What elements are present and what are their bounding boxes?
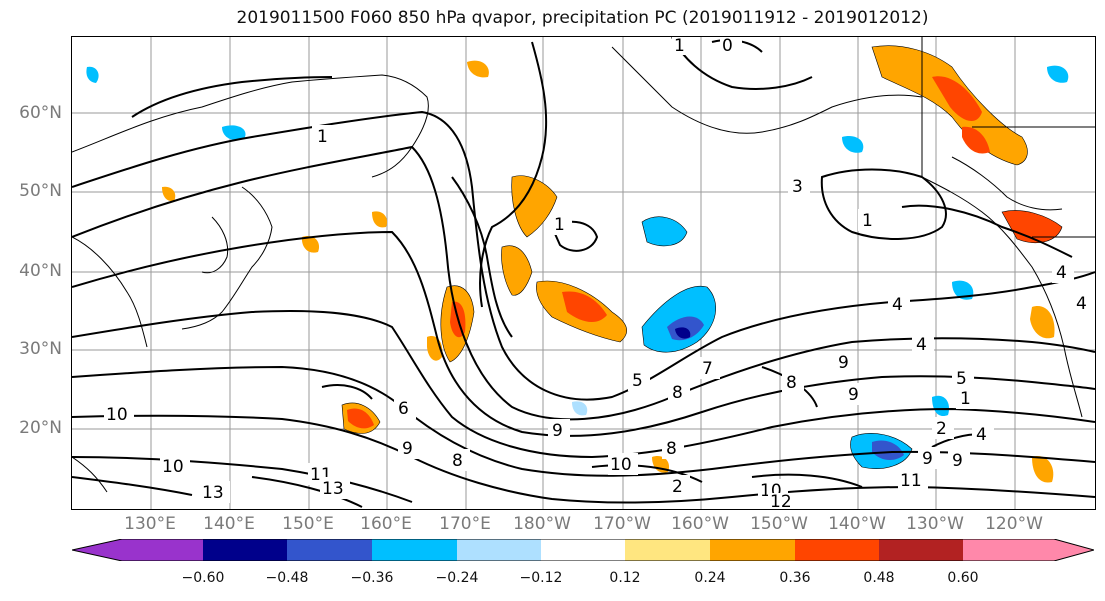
contour-label: 4 [916, 335, 927, 355]
contour-label: 12 [770, 492, 792, 509]
colorbar-segment [625, 539, 710, 561]
lon-label-160e: 160°E [360, 514, 412, 534]
colorbar-tick-label: −0.36 [350, 570, 394, 586]
colorbar-segment [963, 539, 1094, 561]
lat-label-60n: 60°N [19, 103, 62, 123]
lon-label-170e: 170°E [439, 514, 491, 534]
lat-label-20n: 20°N [19, 418, 62, 438]
contour-label: 13 [322, 479, 344, 499]
contour-label: 8 [666, 439, 677, 459]
colorbar-tick-label: −0.24 [435, 570, 479, 586]
contour-label: 5 [956, 369, 967, 389]
contour-label: 9 [552, 421, 563, 441]
contour-label: 1 [960, 389, 971, 409]
contour-label: 9 [848, 385, 859, 405]
contour-label: 7 [702, 359, 713, 379]
lon-label-140e: 140°E [203, 514, 255, 534]
colorbar-tick-label: −0.48 [265, 570, 309, 586]
contour-label: 3 [792, 177, 803, 197]
lon-label-130w: 130°W [906, 514, 964, 534]
colorbar-segment [203, 539, 287, 561]
colorbar-segment [795, 539, 879, 561]
contour-label: 9 [922, 449, 933, 469]
contour-label: 9 [402, 439, 413, 459]
contour-label: 8 [452, 451, 463, 471]
precip-negative-shading [86, 65, 1069, 469]
contour-label: 9 [838, 353, 849, 373]
colorbar-tick-label: 0.12 [609, 570, 641, 586]
lat-label-40n: 40°N [19, 261, 62, 281]
colorbar-tick-label: 0.24 [694, 570, 726, 586]
contour-label-group: 1 1 0 1 1 3 4 4 4 4 4 9 9 9 9 8 8 8 7 [104, 37, 1094, 509]
colorbar-segment [710, 539, 795, 561]
lon-label-180w: 180°W [513, 514, 571, 534]
contour-label: 1 [674, 37, 685, 56]
contour-label: 10 [610, 455, 632, 475]
contour-label: 10 [162, 457, 184, 477]
coastlines [72, 37, 1095, 493]
colorbar-segment [72, 539, 203, 561]
contour-label: 1 [862, 211, 873, 231]
colorbar-segment [372, 539, 457, 561]
graticule [72, 37, 1095, 509]
contour-label: 8 [786, 373, 797, 393]
contour-label: 9 [952, 451, 963, 471]
precip-positive-shading [162, 45, 1063, 483]
contour-label: 10 [106, 405, 128, 425]
map-title: 2019011500 F060 850 hPa qvapor, precipit… [236, 8, 929, 28]
colorbar-tick-label: 0.48 [863, 570, 895, 586]
lat-label-50n: 50°N [19, 181, 62, 201]
map-canvas: 1 1 0 1 1 3 4 4 4 4 4 9 9 9 9 8 8 8 7 [72, 37, 1095, 509]
contour-label: 1 [317, 127, 328, 147]
contour-label: 4 [1056, 263, 1067, 283]
lon-label-170w: 170°W [593, 514, 651, 534]
colorbar [72, 539, 1094, 561]
lon-label-150e: 150°E [282, 514, 334, 534]
contour-label: 0 [722, 37, 733, 56]
contour-label: 2 [672, 477, 683, 497]
colorbar-segment [287, 539, 372, 561]
colorbar-tick-label: −0.60 [181, 570, 225, 586]
contour-label: 1 [554, 215, 565, 235]
contour-label: 4 [976, 425, 987, 445]
colorbar-tick-label: −0.12 [519, 570, 563, 586]
colorbar-segment [879, 539, 963, 561]
contour-label: 8 [672, 383, 683, 403]
colorbar-tick-label: 0.36 [779, 570, 811, 586]
contour-label: 5 [632, 371, 643, 391]
contour-label: 2 [936, 419, 947, 439]
colorbar-tick-label: 0.60 [947, 570, 979, 586]
lon-label-160w: 160°W [671, 514, 729, 534]
lat-label-30n: 30°N [19, 339, 62, 359]
contour-label: 4 [1076, 294, 1087, 314]
colorbar-segment [541, 539, 625, 561]
map-panel: 1 1 0 1 1 3 4 4 4 4 4 9 9 9 9 8 8 8 7 [71, 36, 1096, 510]
lon-label-140w: 140°W [828, 514, 886, 534]
lon-label-130e: 130°E [124, 514, 176, 534]
lon-label-150w: 150°W [750, 514, 808, 534]
contour-label: 11 [900, 471, 922, 491]
contour-label: 4 [892, 295, 903, 315]
contour-label: 13 [202, 483, 224, 503]
contour-label: 6 [398, 399, 409, 419]
colorbar-segment [457, 539, 541, 561]
lon-label-120w: 120°W [985, 514, 1043, 534]
